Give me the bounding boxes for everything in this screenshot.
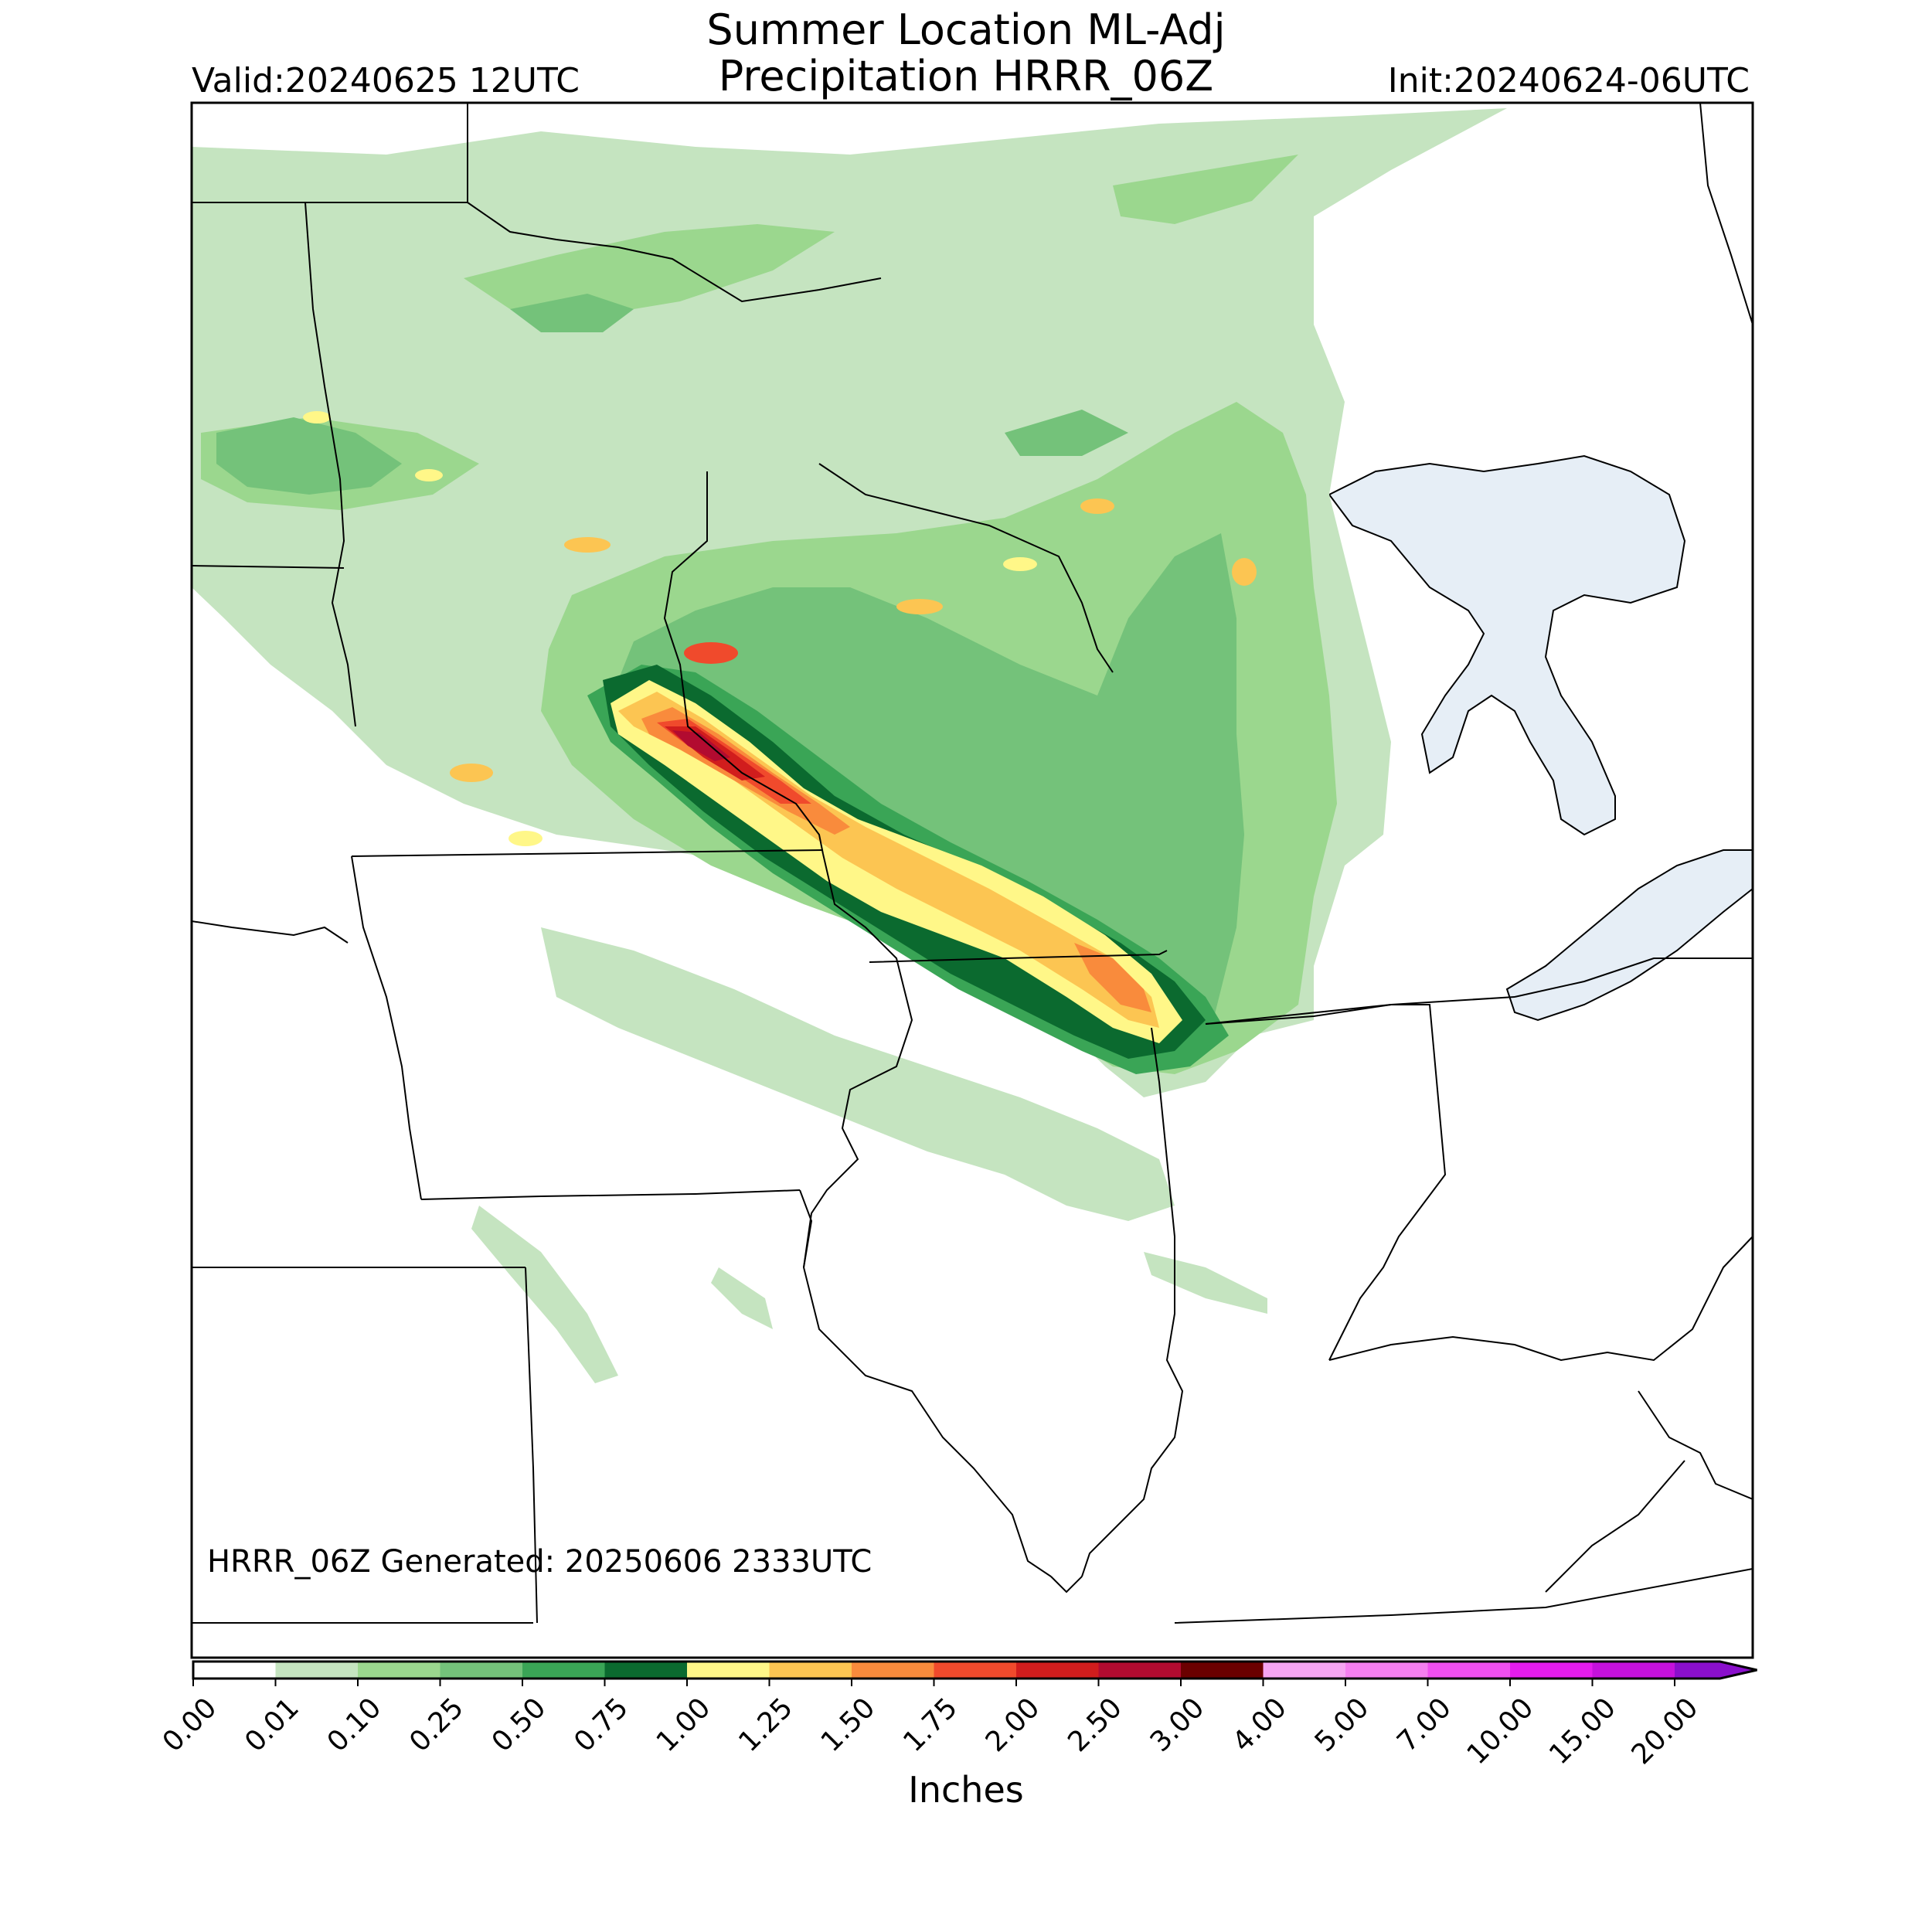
precip-cell-small	[415, 469, 443, 481]
precip-cell-small	[564, 537, 611, 553]
colorbar-swatch	[275, 1662, 358, 1679]
precip-cell-small	[1003, 557, 1037, 571]
precip-cell-small	[1080, 498, 1114, 514]
mi-oh-border	[1205, 996, 1515, 1025]
colorbar-swatch	[687, 1662, 770, 1679]
precip-250-300	[672, 730, 730, 761]
sd-ne-border	[192, 920, 349, 944]
precip-light-streaks	[471, 1206, 1267, 1383]
mn-wi-border	[663, 471, 824, 855]
colorbar-tick-label: 2.50	[1062, 1692, 1128, 1758]
colorbar-swatch	[769, 1662, 852, 1679]
lake-erie	[1505, 849, 1753, 1022]
precip-cell-small	[684, 642, 738, 664]
colorbar: 0.00 0.01 0.10 0.25 0.50 0.75 1.00 1.25 1.50 1.75…	[157, 1660, 1757, 1770]
colorbar-tick-label: 15.00	[1543, 1692, 1622, 1770]
map-plot-area	[192, 103, 1753, 1624]
ky-border	[1328, 1236, 1753, 1362]
map-title-line1: Summer Location ML-Adj	[706, 5, 1226, 54]
colorbar-tick-label: 0.01	[239, 1692, 305, 1758]
init-time-label: Init:20240624-06UTC	[1387, 61, 1750, 100]
colorbar-swatch	[1675, 1662, 1757, 1679]
ny-border	[1699, 103, 1753, 325]
precip-light-south	[541, 927, 1175, 1221]
colorbar-swatch	[440, 1662, 522, 1679]
colorbar-tick-label: 0.00	[157, 1692, 223, 1758]
colorbar-tick-label: 2.00	[980, 1692, 1046, 1758]
colorbar-tick-label: 1.75	[897, 1692, 964, 1758]
precip-cell-small	[1232, 558, 1257, 586]
ky-tn-border	[1174, 1568, 1753, 1624]
lake-huron	[1328, 454, 1686, 836]
canada-border-lake	[467, 202, 882, 303]
colorbar-tick-label: 10.00	[1461, 1692, 1540, 1770]
ia-mo-river	[799, 1189, 813, 1268]
colorbar-swatch	[1016, 1662, 1099, 1679]
generated-timestamp: HRRR_06Z Generated: 20250606 2333UTC	[207, 1544, 872, 1580]
sd-nd-border	[192, 565, 345, 569]
mo-ks-border	[525, 1267, 538, 1624]
va-border	[1545, 1460, 1685, 1593]
colorbar-swatch	[1510, 1662, 1593, 1679]
colorbar-swatch	[358, 1662, 440, 1679]
map-frame	[190, 101, 1754, 1659]
colorbar-swatch	[852, 1662, 934, 1679]
precip-cell-small	[509, 831, 543, 846]
colorbar-tick-label: 4.00	[1226, 1692, 1293, 1758]
nd-mn-border	[304, 202, 356, 727]
ia-mo-border	[420, 1189, 801, 1200]
colorbar-swatch	[1098, 1662, 1181, 1679]
colorbar-label: Inches	[908, 1769, 1024, 1811]
colorbar-swatch	[193, 1662, 276, 1679]
precip-cell-small	[896, 599, 943, 614]
colorbar-tick-label: 3.00	[1145, 1692, 1211, 1758]
colorbar-tick-label: 0.50	[486, 1692, 553, 1758]
precip-cell-small	[450, 764, 493, 782]
colorbar-swatch	[1181, 1662, 1264, 1679]
colorbar-tick-label: 20.00	[1626, 1692, 1705, 1770]
il-in-border	[1081, 1027, 1184, 1577]
colorbar-tick-label: 5.00	[1309, 1692, 1376, 1758]
colorbar-outline	[192, 1660, 1757, 1680]
colorbar-swatch	[1427, 1662, 1510, 1679]
valid-time-label: Valid:20240625 12UTC	[192, 61, 580, 100]
ia-mn-border	[351, 849, 824, 857]
colorbar-swatch	[522, 1662, 605, 1679]
colorbar-swatch	[604, 1662, 687, 1679]
map-title-line2: Precipitation HRRR_06Z	[718, 52, 1214, 100]
colorbar-tick-label: 0.25	[403, 1692, 470, 1758]
colorbar-tick-label: 1.50	[815, 1692, 882, 1758]
state-borders	[192, 103, 1753, 1624]
pa-oh-border	[1514, 957, 1753, 998]
wi-mi-up-border	[818, 463, 1114, 673]
il-ky-border	[1050, 1576, 1083, 1594]
colorbar-tick-label: 0.75	[568, 1692, 634, 1758]
precip-cell-small	[303, 411, 331, 423]
colorbar-swatch	[1592, 1662, 1675, 1679]
colorbar-swatch	[934, 1662, 1016, 1679]
in-oh-border	[1205, 1004, 1447, 1361]
precip-025-050-nw	[216, 294, 1128, 495]
ia-west-border	[351, 855, 422, 1200]
colorbar-tick-label: 7.00	[1391, 1692, 1458, 1758]
wv-border	[1638, 1390, 1753, 1500]
colorbar-tick-label: 1.25	[733, 1692, 799, 1758]
colorbar-tick-label: 1.00	[651, 1692, 717, 1758]
colorbar-swatch	[1345, 1662, 1428, 1679]
wi-il-border	[869, 950, 1168, 963]
colorbar-tick-label: 0.10	[321, 1692, 388, 1758]
ia-il-border	[802, 853, 1052, 1577]
precipitation-field	[192, 108, 1507, 1383]
colorbar-swatch	[1263, 1662, 1345, 1679]
